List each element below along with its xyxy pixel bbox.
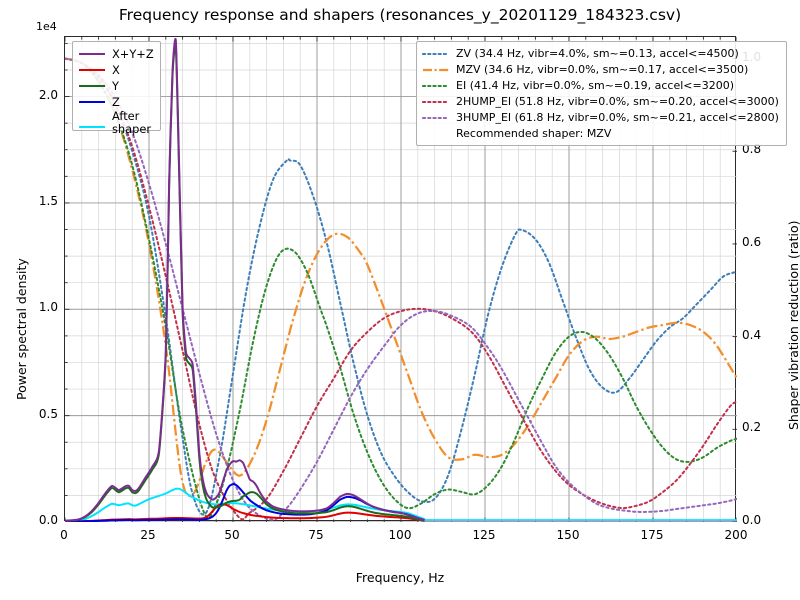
- x-tick-label: 125: [472, 528, 496, 542]
- psd-legend[interactable]: X+Y+Z X Y Z After shaper: [72, 41, 161, 136]
- legend-label-shaper: MZV (34.6 Hz, vibr=0.0%, sm~=0.17, accel…: [456, 63, 749, 76]
- legend-item-y[interactable]: Y: [78, 78, 154, 94]
- shaper-curve-ei: [65, 57, 737, 519]
- y-left-tick-label: 2.0: [38, 87, 58, 102]
- x-tick-label: 50: [224, 528, 240, 542]
- legend-line-sample-after-shaper: [78, 121, 106, 133]
- legend-label-shaper: EI (41.4 Hz, vibr=0.0%, sm~=0.19, accel<…: [456, 79, 734, 92]
- legend-line-sample-y: [78, 80, 106, 92]
- recommended-shaper-note: Recommended shaper: MZV: [456, 127, 612, 140]
- legend-item-shaper-ei[interactable]: EI (41.4 Hz, vibr=0.0%, sm~=0.19, accel<…: [422, 78, 779, 94]
- legend-label-shaper: 3HUMP_EI (61.8 Hz, vibr=0.0%, sm~=0.21, …: [456, 111, 779, 124]
- x-tick-label: 150: [556, 528, 580, 542]
- legend-label: X: [112, 63, 120, 77]
- legend-line-sample-x: [78, 64, 106, 76]
- x-tick-label: 100: [388, 528, 412, 542]
- y-axis-left-label: Power spectral density: [14, 258, 29, 400]
- legend-line-sample-3hump_ei: [422, 112, 450, 124]
- y-left-tick-label: 1.0: [38, 300, 58, 315]
- shaper-legend[interactable]: ZV (34.4 Hz, vibr=4.0%, sm~=0.13, accel<…: [416, 41, 787, 146]
- x-tick-label: 0: [60, 528, 68, 542]
- legend-line-sample-2hump_ei: [422, 96, 450, 108]
- y-right-tick-label: 0.4: [742, 327, 762, 342]
- legend-label: Z: [112, 95, 120, 109]
- psd-curve-z: [65, 483, 426, 522]
- y-right-tick-label: 0.2: [742, 420, 762, 435]
- y-axis-right-label: Shaper vibration reduction (ratio): [786, 220, 800, 430]
- legend-line-sample-mzv: [422, 64, 450, 76]
- psd-curve-x-y-z: [65, 37, 426, 522]
- y-left-tick-label: 0.5: [38, 406, 58, 421]
- legend-line-sample-zv: [422, 48, 450, 60]
- plot-svg: [65, 37, 737, 522]
- psd-curve-x: [65, 503, 426, 522]
- plot-area: [64, 36, 737, 522]
- legend-item-xyz[interactable]: X+Y+Z: [78, 46, 154, 62]
- x-tick-label: 25: [140, 528, 156, 542]
- legend-item-z[interactable]: Z: [78, 94, 154, 110]
- x-tick-label: 175: [640, 528, 664, 542]
- y-right-tick-label: 0.6: [742, 234, 762, 249]
- legend-item-shaper-3hump_ei[interactable]: 3HUMP_EI (61.8 Hz, vibr=0.0%, sm~=0.21, …: [422, 110, 779, 126]
- legend-item-shaper-zv[interactable]: ZV (34.4 Hz, vibr=4.0%, sm~=0.13, accel<…: [422, 46, 779, 62]
- y-axis-multiplier-label: 1e4: [36, 20, 57, 33]
- legend-label-after-shaper-line1: After: [112, 109, 140, 123]
- legend-item-after-shaper[interactable]: After shaper: [78, 109, 154, 136]
- x-tick-label: 200: [724, 528, 748, 542]
- shaper-curve-zv: [65, 57, 737, 516]
- y-right-tick-label: 0.0: [742, 513, 762, 527]
- legend-label-shaper: 2HUMP_EI (51.8 Hz, vibr=0.0%, sm~=0.20, …: [456, 95, 779, 108]
- psd-curve-y: [65, 44, 426, 522]
- legend-label-after-shaper-line2: shaper: [112, 122, 152, 136]
- legend-item-x[interactable]: X: [78, 62, 154, 78]
- y-left-tick-label: 0.0: [38, 513, 58, 527]
- x-axis-label: Frequency, Hz: [355, 570, 445, 585]
- legend-item-shaper-mzv[interactable]: MZV (34.6 Hz, vibr=0.0%, sm~=0.17, accel…: [422, 62, 779, 78]
- chart-title: Frequency response and shapers (resonanc…: [118, 6, 682, 24]
- x-tick-label: 75: [308, 528, 324, 542]
- legend-line-sample-z: [78, 96, 106, 108]
- legend-label: X+Y+Z: [112, 47, 154, 61]
- legend-line-sample-ei: [422, 80, 450, 92]
- legend-label: Y: [112, 79, 119, 93]
- y-left-tick-label: 1.5: [38, 193, 58, 208]
- legend-item-shaper-2hump_ei[interactable]: 2HUMP_EI (51.8 Hz, vibr=0.0%, sm~=0.20, …: [422, 94, 779, 110]
- psd-curves-group: [65, 37, 737, 522]
- shaper-curve-2hump_ei: [65, 57, 737, 521]
- legend-line-sample-xyz: [78, 48, 106, 60]
- legend-label-shaper: ZV (34.4 Hz, vibr=4.0%, sm~=0.13, accel<…: [456, 47, 739, 60]
